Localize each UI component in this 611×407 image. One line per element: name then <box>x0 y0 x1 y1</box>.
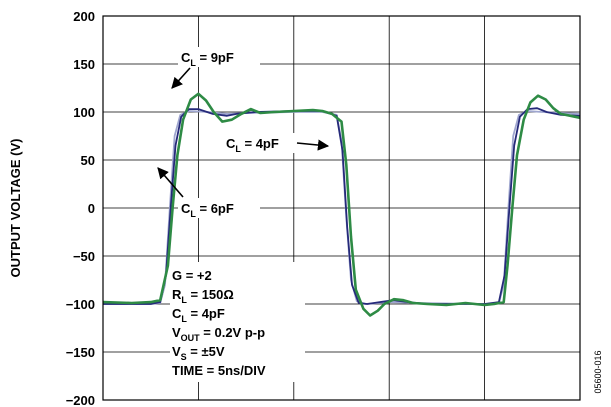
test-conditions: G = +2 RL = 150Ω CL = 4pF VOUT = 0.2V p-… <box>170 262 305 382</box>
y-tick-label: −200 <box>66 393 95 407</box>
plot-frame <box>102 15 581 401</box>
arrow-cl-4pf <box>296 139 330 151</box>
annotation-cl-4pf: CL = 4pF <box>224 133 330 154</box>
y-tick-label: 150 <box>73 57 95 72</box>
annotation-cl-9pf: CL = 9pF <box>171 47 260 89</box>
y-tick-label: 0 <box>88 201 95 216</box>
figure-id: 05600-016 <box>593 350 603 393</box>
svg-text:CL = 9pF: CL = 9pF <box>181 50 234 68</box>
series-line-cl-9pf <box>102 92 581 317</box>
y-tick-label: 100 <box>73 105 95 120</box>
y-tick-label: −100 <box>66 297 95 312</box>
y-tick-label: 50 <box>81 153 95 168</box>
y-tick-label: 200 <box>73 9 95 24</box>
condition-gain: G = +2 <box>172 268 212 283</box>
condition-rl: RL = 150Ω <box>172 287 234 305</box>
svg-text:CL = 4pF: CL = 4pF <box>226 136 279 154</box>
annotation-cl-6pf: CL = 6pF <box>157 167 260 219</box>
y-axis-label: OUTPUT VOLTAGE (V) <box>8 139 23 278</box>
arrow-cl-6pf <box>157 167 184 198</box>
series-line-cl-6pf <box>103 107 581 305</box>
arrow-cl-9pf <box>171 67 191 89</box>
y-tick-label: −150 <box>66 345 95 360</box>
y-tick-label: −50 <box>73 249 95 264</box>
condition-time: TIME = 5ns/DIV <box>172 363 266 378</box>
condition-cl: CL = 4pF <box>172 306 225 324</box>
series-lines <box>102 92 581 317</box>
y-axis-ticks: −200 −150 −100 −50 0 50 100 150 200 <box>66 9 95 407</box>
svg-text:CL = 6pF: CL = 6pF <box>181 201 234 219</box>
condition-vs: VS = ±5V <box>172 344 225 362</box>
condition-vout: VOUT = 0.2V p-p <box>172 325 265 343</box>
